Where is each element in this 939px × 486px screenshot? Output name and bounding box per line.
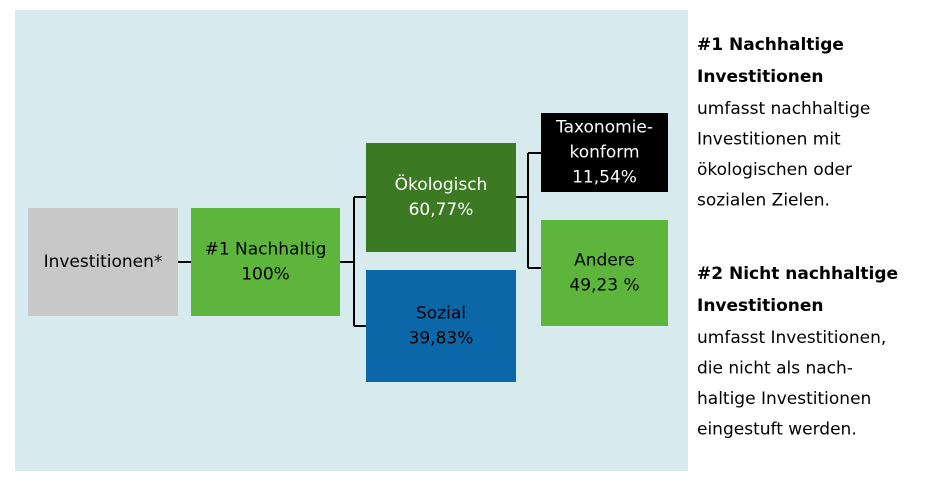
legend-title: #1 Nachhaltige	[697, 35, 844, 55]
node-label: 49,23 %	[569, 276, 639, 296]
legend-text: umfasst nachhaltige	[697, 99, 870, 119]
node-label: 39,83%	[409, 329, 474, 349]
node-box	[366, 143, 516, 252]
legend-title: Investitionen	[697, 67, 823, 87]
node-label: Sozial	[416, 304, 466, 324]
node-label: Taxonomie-	[555, 118, 653, 138]
node-label: Investitionen*	[44, 252, 163, 272]
node-box	[28, 208, 178, 316]
legend-title: #2 Nicht nachhaltige	[697, 264, 898, 284]
legend-text: ökologischen oder	[697, 160, 852, 180]
node-label: 11,54%	[572, 168, 637, 188]
node-label: #1 Nachhaltig	[205, 240, 327, 260]
legend-text: die nicht als nach-	[697, 359, 853, 379]
legend-text: sozialen Zielen.	[697, 191, 830, 211]
node-box	[541, 113, 668, 192]
node-label: Andere	[574, 251, 635, 271]
legend-text: Investitionen mit	[697, 130, 841, 150]
node-label: Ökologisch	[395, 173, 488, 195]
node-box	[541, 220, 668, 326]
node-label: konform	[569, 143, 639, 163]
legend-text: umfasst Investitionen,	[697, 328, 886, 348]
legend-text: haltige Investitionen	[697, 389, 871, 409]
node-box	[366, 270, 516, 382]
node-label: 100%	[241, 265, 290, 285]
node-box	[191, 208, 340, 316]
node-label: 60,77%	[409, 200, 474, 220]
connectors	[178, 152, 541, 327]
legend-title: Investitionen	[697, 296, 823, 316]
legend-text: eingestuft werden.	[697, 420, 857, 440]
